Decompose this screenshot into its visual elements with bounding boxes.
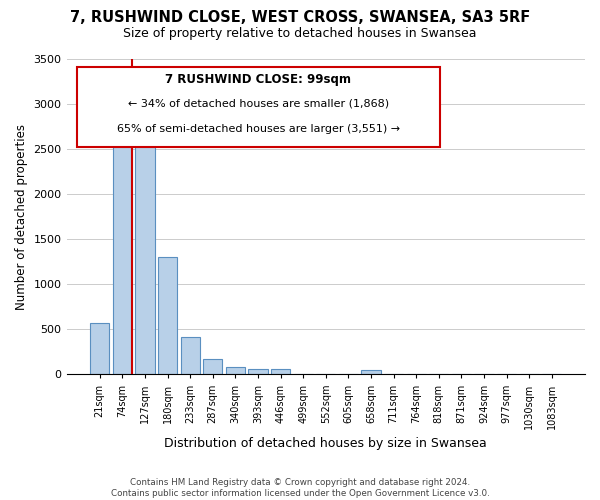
Text: ← 34% of detached houses are smaller (1,868): ← 34% of detached houses are smaller (1,… xyxy=(128,98,389,108)
Y-axis label: Number of detached properties: Number of detached properties xyxy=(15,124,28,310)
Text: 7 RUSHWIND CLOSE: 99sqm: 7 RUSHWIND CLOSE: 99sqm xyxy=(166,73,352,86)
FancyBboxPatch shape xyxy=(77,67,440,148)
Text: 7, RUSHWIND CLOSE, WEST CROSS, SWANSEA, SA3 5RF: 7, RUSHWIND CLOSE, WEST CROSS, SWANSEA, … xyxy=(70,10,530,25)
Bar xyxy=(271,370,290,374)
Bar xyxy=(203,359,223,374)
X-axis label: Distribution of detached houses by size in Swansea: Distribution of detached houses by size … xyxy=(164,437,487,450)
Text: Contains HM Land Registry data © Crown copyright and database right 2024.
Contai: Contains HM Land Registry data © Crown c… xyxy=(110,478,490,498)
Bar xyxy=(361,370,380,374)
Bar xyxy=(90,322,109,374)
Text: Size of property relative to detached houses in Swansea: Size of property relative to detached ho… xyxy=(123,28,477,40)
Bar xyxy=(136,112,155,374)
Bar xyxy=(248,369,268,374)
Bar xyxy=(226,367,245,374)
Bar xyxy=(181,337,200,374)
Bar xyxy=(113,112,132,374)
Text: 65% of semi-detached houses are larger (3,551) →: 65% of semi-detached houses are larger (… xyxy=(117,124,400,134)
Bar xyxy=(158,257,177,374)
